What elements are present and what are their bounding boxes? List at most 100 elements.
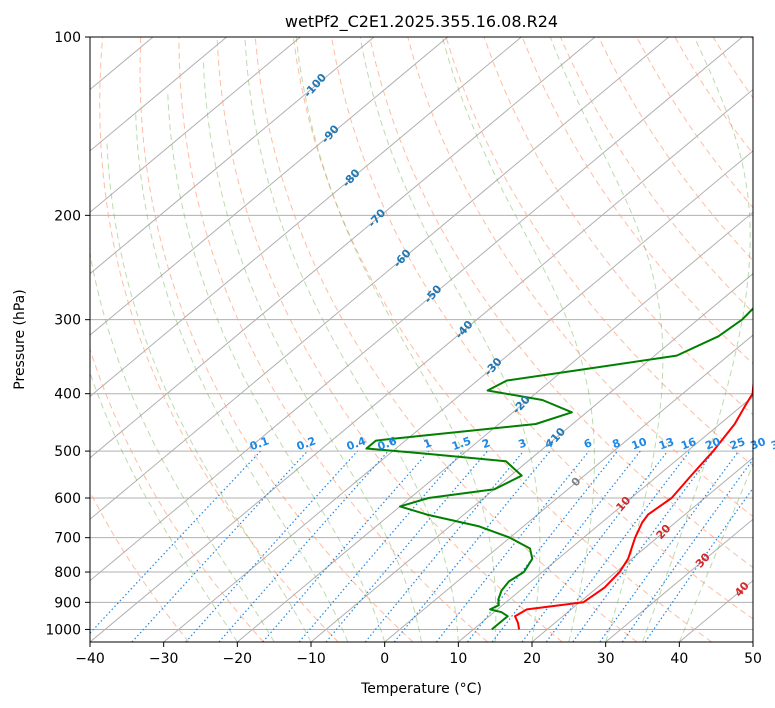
y-tick-label: 800 <box>54 565 81 581</box>
mixing-ratio-line <box>644 487 753 642</box>
x-tick-label: 10 <box>449 651 467 667</box>
mixing-ratio-label: 0.6 <box>376 434 399 453</box>
isotherm-line <box>90 88 753 642</box>
isotherm-line <box>237 211 753 642</box>
isotherm-line <box>90 37 227 152</box>
mixing-ratio-label: 13 <box>657 435 676 452</box>
moist-adiabat-line <box>167 94 386 642</box>
y-axis-label: Pressure (hPa) <box>12 289 28 389</box>
moist-adiabat-line <box>202 61 422 642</box>
y-tick-label: 500 <box>54 444 81 460</box>
dry-adiabat-line <box>90 347 264 642</box>
dry-adiabat-line <box>90 490 190 642</box>
x-tick-label: −20 <box>223 651 253 667</box>
moist-adiabat-line <box>359 37 541 642</box>
dry-adiabat-line <box>445 37 753 467</box>
isotherm-line <box>90 37 522 398</box>
mixing-ratio-label: 20 <box>703 435 722 453</box>
moist-adiabat-line <box>244 37 459 642</box>
dry-adiabat-line <box>216 37 563 642</box>
dry-adiabat-line <box>331 37 753 620</box>
temperature-profile-line <box>514 378 753 630</box>
moist-adiabat-line <box>441 37 595 642</box>
y-tick-label: 400 <box>54 387 81 403</box>
mixing-ratio-label: 0.2 <box>295 434 318 453</box>
y-tick-label: 100 <box>54 30 81 46</box>
mixing-ratio-line <box>393 450 551 642</box>
x-axis-label: Temperature (°C) <box>360 681 482 697</box>
mixing-ratio-line <box>599 450 740 642</box>
mixing-ratio-line <box>621 458 753 642</box>
axis-ticks: −40 −30 −20 −10 0 10 20 30 40 5010020030040050060… <box>45 30 762 667</box>
y-tick-label: 200 <box>54 208 81 224</box>
dry-adiabat-line <box>178 37 488 642</box>
moist-adiabat-line <box>549 37 664 642</box>
background-lines <box>90 37 753 642</box>
dewpoint-profile-line <box>365 307 753 631</box>
y-tick-label: 600 <box>54 491 81 507</box>
moist-adiabat-line <box>90 371 238 642</box>
mixing-ratio-label: 0.1 <box>248 434 271 453</box>
y-tick-label: 1000 <box>45 622 81 638</box>
dry-adiabat-line <box>99 37 339 642</box>
mixing-ratio-line <box>521 450 669 642</box>
mixing-ratio-label: 25 <box>728 435 747 452</box>
mixing-ratio-line <box>90 450 262 635</box>
mixing-ratio-line <box>572 450 715 642</box>
isotherm-line <box>531 457 753 642</box>
mixing-ratio-line <box>131 450 308 642</box>
moist-adiabat-line <box>295 37 497 642</box>
isotherm-line <box>90 37 375 275</box>
x-tick-label: 0 <box>380 651 389 667</box>
profile-lines <box>365 307 753 631</box>
mixing-ratio-label: 36 <box>769 435 775 453</box>
moist-adiabat-line <box>642 37 751 642</box>
chart-title: wetPf2_C2E1.2025.355.16.08.R24 <box>285 12 558 32</box>
isotherm-line <box>90 37 669 520</box>
mixing-ratio-label: 4 <box>543 436 555 451</box>
dry-adiabat-line <box>254 37 638 642</box>
x-tick-label: −10 <box>296 651 326 667</box>
mixing-ratio-label: 3 <box>517 436 529 451</box>
isotherm-line <box>90 37 301 213</box>
x-tick-label: 40 <box>670 651 688 667</box>
mixing-ratio-label: 10 <box>630 435 649 453</box>
isotherm-line <box>605 518 753 642</box>
moist-adiabat-line <box>106 141 312 642</box>
moist-adiabat-line <box>135 114 349 642</box>
mixing-ratio-label: 2 <box>480 436 492 451</box>
moist-adiabat-line <box>90 250 275 642</box>
x-tick-label: −30 <box>149 651 179 667</box>
dry-adiabat-line <box>407 37 753 518</box>
mixing-ratio-label: 1 <box>422 436 434 451</box>
plot-frame <box>89 36 754 643</box>
y-tick-label: 700 <box>54 531 81 547</box>
isotherm-line <box>90 37 596 459</box>
dry-adiabat-line <box>292 37 712 642</box>
isotherm-line <box>90 37 448 336</box>
y-tick-label: 900 <box>54 595 81 611</box>
mixing-ratio-label: 0.4 <box>345 434 368 453</box>
x-tick-label: −40 <box>75 651 105 667</box>
x-tick-label: 50 <box>744 651 762 667</box>
mixing-ratio-line <box>545 450 691 642</box>
isotherm-line <box>90 37 743 582</box>
dry-adiabat-line <box>369 37 753 569</box>
mixing-ratio-label: 16 <box>679 435 698 453</box>
isotherm-line <box>163 150 753 642</box>
x-tick-label: 20 <box>523 651 541 667</box>
mixing-ratio-line <box>218 450 389 642</box>
mixing-ratio-label: 8 <box>611 436 623 451</box>
mixing-ratio-line <box>185 450 358 642</box>
mixing-ratio-line <box>364 450 525 642</box>
moist-adiabat-line <box>678 463 753 642</box>
mixing-ratio-label: 6 <box>582 436 594 451</box>
isotherm-line <box>458 395 753 642</box>
mixing-ratio-line <box>435 450 590 642</box>
dry-adiabat-line <box>483 37 753 416</box>
y-tick-label: 300 <box>54 313 81 329</box>
mixing-ratio-label: 1.5 <box>450 434 473 453</box>
x-tick-label: 30 <box>597 651 615 667</box>
isotherm-line <box>384 334 753 642</box>
